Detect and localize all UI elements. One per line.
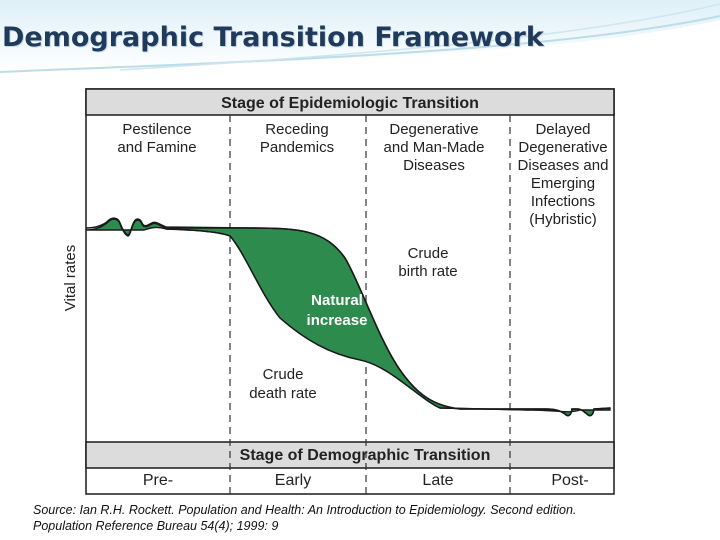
crude-death-rate-curve bbox=[165, 228, 531, 411]
demo-stage-pre: Pre- bbox=[143, 472, 173, 489]
epi-stage-receding-line-2: Pandemics bbox=[260, 139, 334, 156]
epi-stage-delayed-line-5: Infections bbox=[531, 193, 595, 210]
natural-increase-label-line-2: increase bbox=[307, 312, 368, 329]
crude-birth-rate-label-line-2: birth rate bbox=[398, 263, 457, 280]
slide-title: Demographic Transition Framework bbox=[2, 22, 544, 53]
demo-stage-early: Early bbox=[275, 472, 311, 489]
source-line-1: Source: Ian R.H. Rockett. Population and… bbox=[33, 503, 577, 517]
natural-increase-label: Natural increase bbox=[307, 292, 368, 329]
source-citation: Source: Ian R.H. Rockett. Population and… bbox=[33, 502, 713, 534]
epi-stage-pestilence: Pestilence and Famine bbox=[117, 121, 196, 156]
y-axis-label: Vital rates bbox=[62, 245, 79, 311]
crude-birth-rate-curve bbox=[85, 217, 611, 417]
epi-stage-receding: Receding Pandemics bbox=[260, 121, 334, 156]
epi-stage-delayed-line-6: (Hybristic) bbox=[529, 211, 597, 228]
demo-header-band bbox=[85, 441, 615, 469]
demo-stage-late: Late bbox=[422, 472, 453, 489]
epi-stage-degenerative-line-3: Diseases bbox=[403, 157, 465, 174]
epi-stage-delayed: Delayed Degenerative Diseases and Emergi… bbox=[518, 121, 609, 228]
header-swoosh bbox=[0, 0, 720, 72]
epi-stage-degenerative-line-2: and Man-Made bbox=[384, 139, 485, 156]
demo-stage-post: Post- bbox=[551, 472, 588, 489]
crude-death-rate-label-line-2: death rate bbox=[249, 385, 317, 402]
demo-stage-labels: Pre- Early Late Post- bbox=[143, 472, 589, 489]
epi-stage-degenerative-line-1: Degenerative bbox=[389, 121, 478, 138]
epi-stage-delayed-line-1: Delayed bbox=[535, 121, 590, 138]
epi-stage-delayed-line-3: Diseases and bbox=[518, 157, 609, 174]
epi-stage-pestilence-line-2: and Famine bbox=[117, 139, 196, 156]
header-swoosh-line bbox=[0, 15, 720, 73]
natural-increase-label-line-1: Natural bbox=[311, 292, 363, 309]
epi-header-text: Stage of Epidemiologic Transition bbox=[221, 95, 479, 112]
demo-header-text: Stage of Demographic Transition bbox=[240, 447, 491, 464]
epi-stage-delayed-line-4: Emerging bbox=[531, 175, 595, 192]
demographic-transition-diagram: Stage of Epidemiologic Transition Stage … bbox=[62, 88, 615, 495]
epi-stage-pestilence-line-1: Pestilence bbox=[122, 121, 191, 138]
epi-stage-delayed-line-2: Degenerative bbox=[518, 139, 607, 156]
header-swoosh-line-2 bbox=[119, 3, 720, 71]
crude-birth-rate-label-line-1: Crude bbox=[408, 245, 449, 262]
crude-death-rate-label-line-1: Crude bbox=[263, 366, 304, 383]
crude-death-rate-label: Crude death rate bbox=[249, 366, 317, 402]
epi-header-band bbox=[85, 88, 615, 116]
crude-birth-rate-label: Crude birth rate bbox=[398, 245, 457, 280]
epi-stage-degenerative: Degenerative and Man-Made Diseases bbox=[384, 121, 485, 174]
epi-stage-receding-line-1: Receding bbox=[265, 121, 328, 138]
source-line-2: Population Reference Bureau 54(4); 1999:… bbox=[33, 519, 279, 533]
